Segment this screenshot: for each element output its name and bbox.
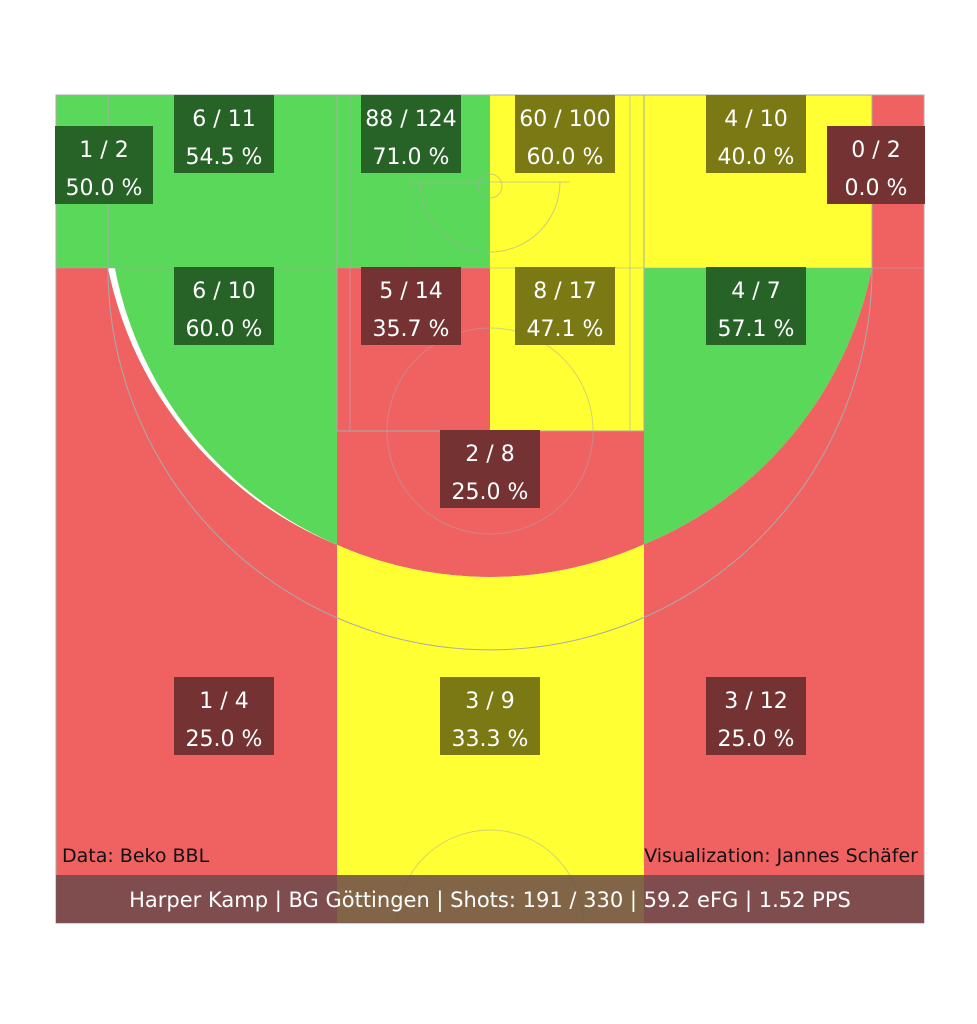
zone-percentage: 25.0 % xyxy=(452,480,529,505)
zone-label-box xyxy=(361,267,461,345)
free-throw-circle xyxy=(386,327,594,535)
footer-summary: Harper Kamp | BG Göttingen | Shots: 191 … xyxy=(129,888,851,913)
hoop xyxy=(477,173,503,199)
zone-label-box xyxy=(440,430,540,508)
footer-bar xyxy=(56,875,924,923)
zone-label-box xyxy=(706,95,806,173)
zone-made-attempts: 3 / 12 xyxy=(724,689,787,714)
zone-made-attempts: 0 / 2 xyxy=(851,138,900,163)
zone-label-right-corner-three: 0 / 2 0.0 % xyxy=(827,126,925,204)
zone-label-box xyxy=(174,95,274,173)
zone-made-attempts: 4 / 10 xyxy=(724,107,787,132)
zone-label-box xyxy=(55,126,153,204)
zone-label-box xyxy=(174,267,274,345)
zone-percentage: 33.3 % xyxy=(452,727,529,752)
zone-left-mid-range xyxy=(108,197,337,545)
zone-label-box xyxy=(515,267,615,345)
zone-label-right-short-corner: 4 / 10 40.0 % xyxy=(706,95,806,173)
zone-label-box xyxy=(706,267,806,345)
zone-label-top-of-key: 2 / 8 25.0 % xyxy=(440,430,540,508)
zone-label-left-paint: 5 / 14 35.7 % xyxy=(361,267,461,345)
zone-percentage: 25.0 % xyxy=(186,727,263,752)
zone-made-attempts: 3 / 9 xyxy=(465,689,514,714)
zone-percentage: 47.1 % xyxy=(527,317,604,342)
zone-label-right-paint: 8 / 17 47.1 % xyxy=(515,267,615,345)
zone-made-attempts: 6 / 11 xyxy=(192,107,255,132)
zone-right-mid-range xyxy=(644,268,872,545)
zones-layer xyxy=(56,95,924,923)
zone-percentage: 60.0 % xyxy=(527,145,604,170)
zone-made-attempts: 88 / 124 xyxy=(365,107,456,132)
zone-label-left-wing-three: 1 / 4 25.0 % xyxy=(174,677,274,755)
zone-label-box xyxy=(706,677,806,755)
zone-percentage: 54.5 % xyxy=(186,145,263,170)
zone-percentage: 60.0 % xyxy=(186,317,263,342)
lane-lines xyxy=(349,95,631,431)
zone-made-attempts: 5 / 14 xyxy=(379,279,442,304)
zone-label-left-restricted: 88 / 124 71.0 % xyxy=(361,95,461,173)
zone-label-right-wing-three: 3 / 12 25.0 % xyxy=(706,677,806,755)
zone-percentage: 25.0 % xyxy=(718,727,795,752)
zone-label-left-corner-three: 1 / 2 50.0 % xyxy=(55,126,153,204)
zone-made-attempts: 2 / 8 xyxy=(465,442,514,467)
zone-left-wing-three xyxy=(56,268,337,923)
zone-label-left-mid-range: 6 / 10 60.0 % xyxy=(174,267,274,345)
zone-label-left-short-corner: 6 / 11 54.5 % xyxy=(174,95,274,173)
zone-label-box xyxy=(827,126,925,204)
zone-percentage: 40.0 % xyxy=(718,145,795,170)
zone-made-attempts: 1 / 4 xyxy=(199,689,248,714)
zone-percentage: 57.1 % xyxy=(718,317,795,342)
zone-percentage: 71.0 % xyxy=(373,145,450,170)
zone-right-short-corner xyxy=(644,95,872,268)
zone-label-box xyxy=(515,95,615,173)
zone-made-attempts: 1 / 2 xyxy=(79,138,128,163)
zone-made-attempts: 4 / 7 xyxy=(731,279,780,304)
zone-label-right-restricted: 60 / 100 60.0 % xyxy=(515,95,615,173)
zone-label-box xyxy=(440,677,540,755)
zone-labels: 1 / 2 50.0 % 6 / 11 54.5 % 88 / 124 71.0 % 60 … xyxy=(55,95,925,755)
zone-label-center-three: 3 / 9 33.3 % xyxy=(440,677,540,755)
zone-percentage: 50.0 % xyxy=(66,176,143,201)
zone-made-attempts: 60 / 100 xyxy=(519,107,610,132)
zone-made-attempts: 6 / 10 xyxy=(192,279,255,304)
three-point-line xyxy=(107,95,873,651)
zone-left-short-corner xyxy=(108,95,337,268)
zone-right-wing-three xyxy=(644,268,924,923)
zone-made-attempts: 8 / 17 xyxy=(533,279,596,304)
zone-label-box xyxy=(174,677,274,755)
restricted-arc xyxy=(419,181,561,253)
zone-label-right-mid-range: 4 / 7 57.1 % xyxy=(706,267,806,345)
zone-percentage: 0.0 % xyxy=(845,176,908,201)
visualization-credit: Visualization: Jannes Schäfer xyxy=(644,845,918,867)
zone-percentage: 35.7 % xyxy=(373,317,450,342)
zone-label-box xyxy=(361,95,461,173)
data-source-credit: Data: Beko BBL xyxy=(62,845,210,867)
